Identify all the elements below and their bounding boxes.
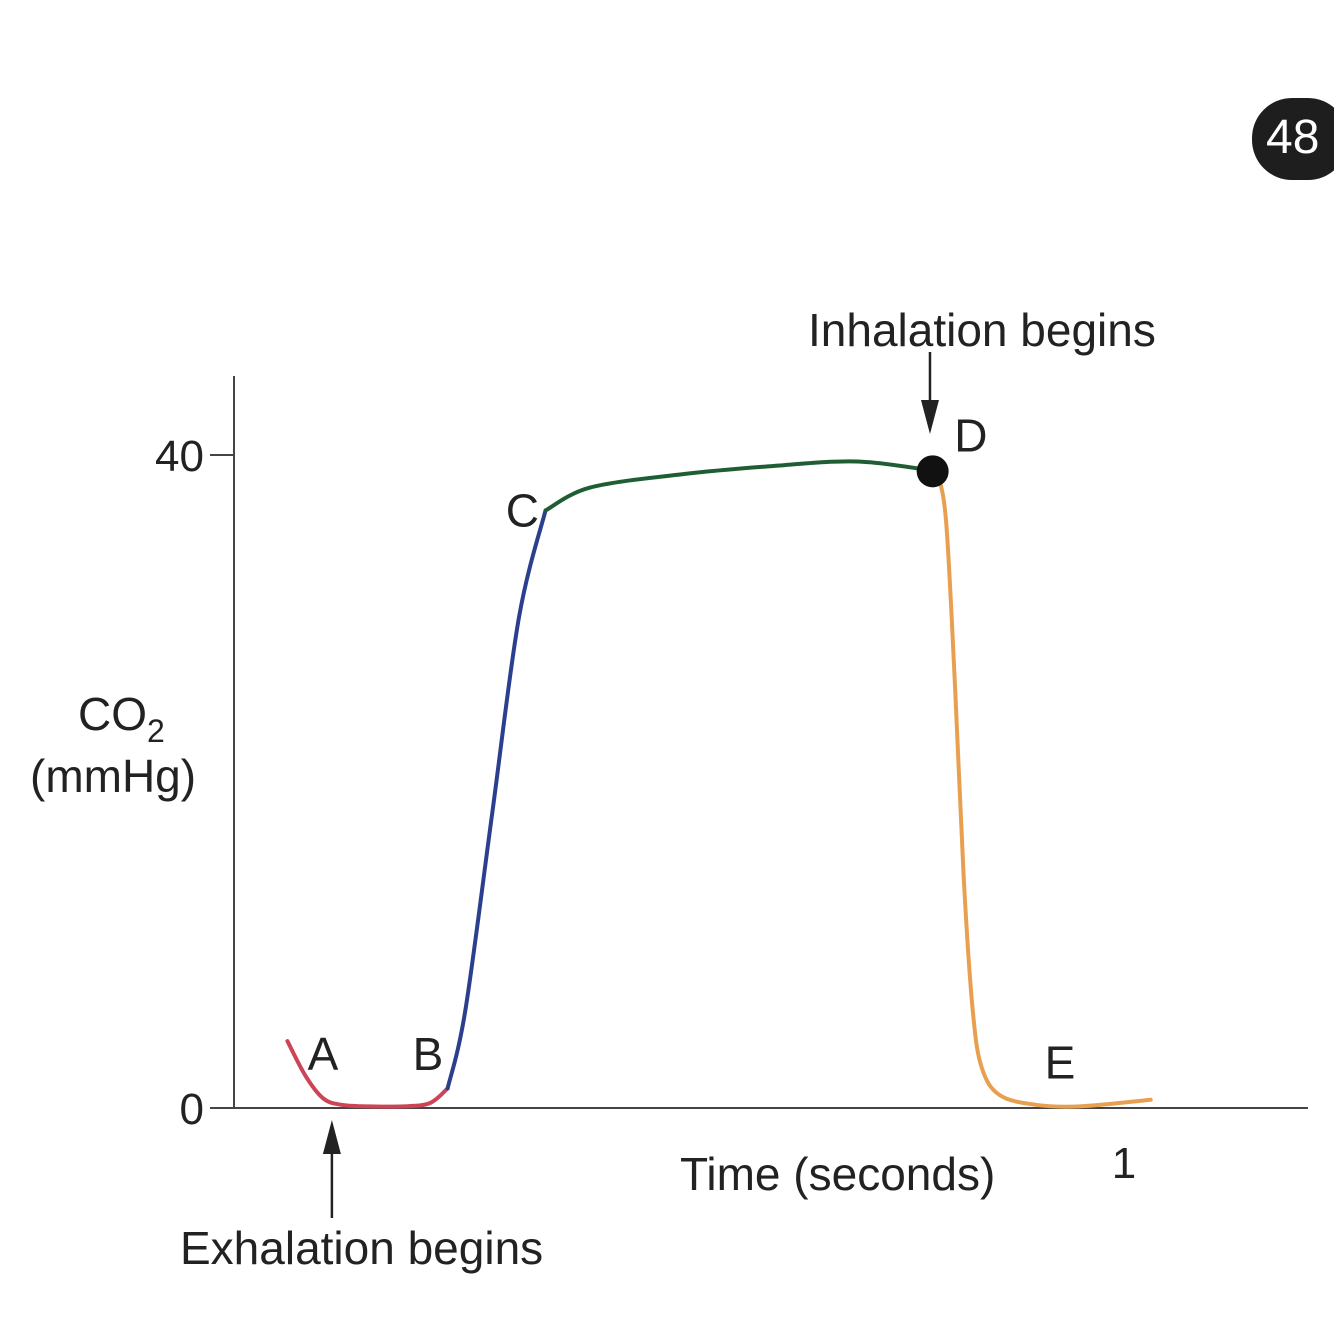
page-number-badge — [1252, 98, 1334, 180]
series-layer — [285, 455, 1153, 1109]
x-tick-label: 1 — [1112, 1139, 1136, 1188]
point-d-marker — [916, 455, 949, 488]
x-axis-label: Time (seconds) — [680, 1148, 995, 1200]
point-labels: A B C D E — [308, 409, 1076, 1088]
axes — [233, 376, 1308, 1109]
inhalation-arrow-icon — [920, 400, 939, 434]
y-tick-label: 40 — [155, 432, 204, 481]
exhalation-begins-label: Exhalation begins — [180, 1222, 543, 1274]
point-label-d: D — [954, 409, 987, 461]
y-axis-label-subscript: 2 — [147, 713, 165, 749]
inhalation-begins-label: Inhalation begins — [808, 304, 1156, 356]
series-line-1 — [285, 1039, 450, 1109]
y-tick-label: 0 — [180, 1085, 204, 1134]
series-line-3 — [543, 459, 940, 513]
y-axis-label: CO2 — [78, 688, 165, 749]
series-line-4 — [935, 469, 1153, 1109]
point-label-e: E — [1045, 1036, 1076, 1088]
x-ticks: 1 — [1112, 1139, 1136, 1188]
y-axis-label-main: CO — [78, 688, 147, 740]
exhalation-arrow-icon — [322, 1120, 341, 1154]
inhalation-annotation: Inhalation begins — [808, 304, 1156, 434]
point-label-b: B — [413, 1028, 444, 1080]
y-axis-units: (mmHg) — [30, 750, 196, 802]
y-ticks: 0 40 — [155, 432, 234, 1134]
point-label-c: C — [506, 485, 539, 537]
exhalation-annotation: Exhalation begins — [180, 1120, 543, 1274]
page-number-text: 48 — [1266, 111, 1320, 164]
point-label-a: A — [308, 1028, 339, 1080]
series-line-2 — [445, 508, 548, 1091]
